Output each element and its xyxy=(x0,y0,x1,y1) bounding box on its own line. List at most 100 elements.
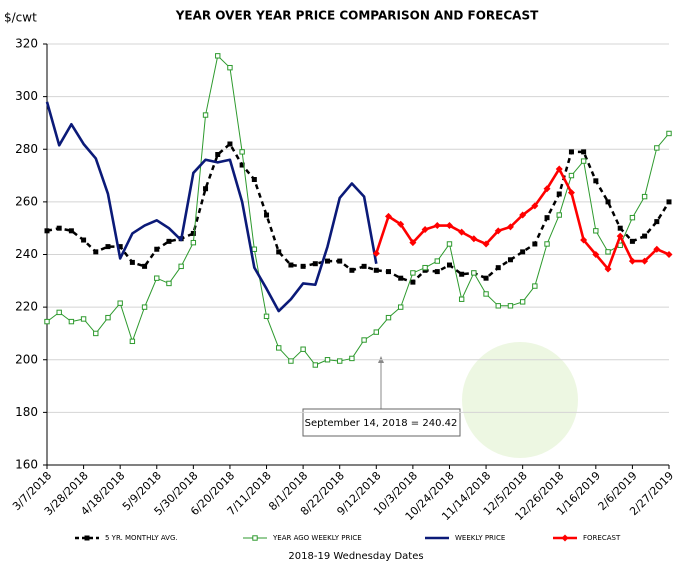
marker xyxy=(190,239,197,246)
marker xyxy=(215,53,221,59)
marker xyxy=(642,233,648,239)
marker xyxy=(409,239,417,247)
marker xyxy=(203,186,209,192)
marker xyxy=(592,251,600,258)
marker xyxy=(142,263,148,269)
marker xyxy=(666,130,672,137)
marker xyxy=(629,214,636,221)
y-tick-label: 240 xyxy=(15,247,38,261)
marker xyxy=(276,345,282,351)
legend-label: WEEKLY PRICE xyxy=(455,534,505,542)
marker xyxy=(373,267,379,273)
marker xyxy=(312,261,318,267)
marker xyxy=(445,222,453,230)
marker xyxy=(519,299,526,305)
marker xyxy=(215,152,221,158)
marker xyxy=(129,259,135,265)
marker xyxy=(653,245,661,253)
series-line xyxy=(46,55,670,366)
marker xyxy=(641,257,649,265)
marker xyxy=(93,249,99,255)
marker xyxy=(531,202,539,210)
marker xyxy=(117,300,123,306)
marker xyxy=(190,230,196,236)
y-tick-label: 220 xyxy=(15,300,38,314)
marker xyxy=(446,241,453,247)
marker xyxy=(385,269,391,275)
marker xyxy=(567,189,575,197)
marker xyxy=(384,212,392,220)
y-tick-label: 300 xyxy=(15,89,38,103)
marker xyxy=(641,193,648,200)
marker xyxy=(568,172,575,179)
marker xyxy=(397,304,404,310)
marker xyxy=(507,303,514,309)
marker xyxy=(532,241,538,247)
marker xyxy=(629,238,635,244)
marker xyxy=(398,275,404,281)
marker xyxy=(520,249,526,255)
legend-marker xyxy=(561,534,569,542)
marker xyxy=(483,291,489,297)
marker xyxy=(44,228,50,234)
marker xyxy=(349,355,355,362)
y-axis-label: $/cwt xyxy=(4,11,37,25)
y-tick-label: 280 xyxy=(15,142,38,156)
marker xyxy=(605,199,611,205)
marker xyxy=(129,338,136,345)
marker xyxy=(654,219,660,225)
marker xyxy=(616,232,624,240)
marker xyxy=(166,238,172,244)
marker xyxy=(434,258,440,264)
y-tick-label: 160 xyxy=(15,458,38,472)
legend-label: YEAR AGO WEEKLY PRICE xyxy=(272,534,362,542)
marker xyxy=(421,226,429,234)
series-line xyxy=(45,101,378,313)
marker xyxy=(251,246,258,252)
marker xyxy=(80,316,87,322)
legend-marker xyxy=(84,535,90,541)
marker xyxy=(494,227,502,235)
marker xyxy=(239,149,245,155)
marker xyxy=(202,112,209,118)
marker xyxy=(141,304,148,310)
marker xyxy=(385,314,392,321)
y-tick-label: 180 xyxy=(15,405,38,419)
x-axis-label: 2018-19 Wednesday Dates xyxy=(288,551,423,561)
marker xyxy=(568,149,574,155)
marker xyxy=(312,362,319,368)
marker xyxy=(105,244,111,250)
series xyxy=(372,165,673,273)
marker xyxy=(349,267,355,273)
marker xyxy=(628,257,636,265)
legend-label: FORECAST xyxy=(583,534,621,542)
marker xyxy=(410,279,416,285)
marker xyxy=(434,269,440,275)
marker xyxy=(227,141,233,147)
marker xyxy=(666,199,672,205)
marker xyxy=(373,329,379,335)
marker xyxy=(154,275,160,281)
marker xyxy=(495,303,501,309)
marker xyxy=(617,225,623,231)
marker xyxy=(459,271,465,277)
marker xyxy=(581,149,587,155)
marker xyxy=(556,212,562,218)
marker xyxy=(458,296,465,302)
marker xyxy=(93,330,99,337)
annotation: September 14, 2018 = 240.42 xyxy=(305,418,458,429)
marker xyxy=(105,314,111,321)
marker xyxy=(300,263,306,269)
y-tick-label: 200 xyxy=(15,352,38,366)
marker xyxy=(422,264,428,271)
marker xyxy=(372,249,380,257)
marker xyxy=(482,240,490,248)
marker xyxy=(361,337,367,343)
marker xyxy=(544,241,550,247)
marker xyxy=(471,270,477,276)
y-tick-label: 320 xyxy=(15,37,38,51)
marker xyxy=(556,191,562,197)
marker xyxy=(446,262,452,268)
marker xyxy=(81,237,87,243)
annotation-box xyxy=(302,408,461,437)
